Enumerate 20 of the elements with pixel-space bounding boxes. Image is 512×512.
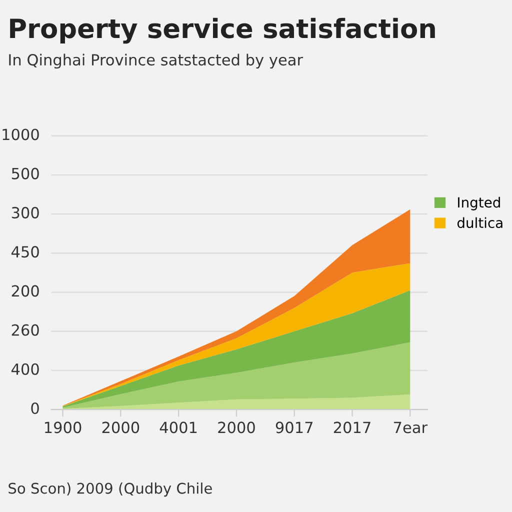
text: 300 (12, 206, 39, 218)
text: 1000 (2, 128, 39, 140)
text: 0 (31, 402, 39, 414)
x-tick-label: 2017 (334, 422, 370, 434)
text: 400 (11, 363, 39, 375)
text: 260 (12, 324, 39, 336)
legend-label: Ingted (458, 196, 500, 210)
x-tick-label: 2000 (218, 422, 255, 434)
text: 500 (12, 168, 39, 180)
x-tick-label: 7ear (394, 422, 428, 434)
x-tick-label: 4001 (160, 422, 197, 434)
x-tick-label: 9017 (276, 422, 312, 434)
text: 450 (11, 246, 39, 258)
chart-title: Property service satisfaction (10, 18, 435, 44)
x-tick-label: 1900 (45, 422, 82, 434)
x-tick-label: 2000 (102, 422, 140, 434)
text: 200 (12, 285, 39, 297)
chart-subtitle: In Qinghai Province satstacted by year (9, 54, 304, 69)
text: So Scon) 2009 (Qudby Chile (8, 482, 212, 497)
legend-label: dultica (457, 217, 502, 228)
